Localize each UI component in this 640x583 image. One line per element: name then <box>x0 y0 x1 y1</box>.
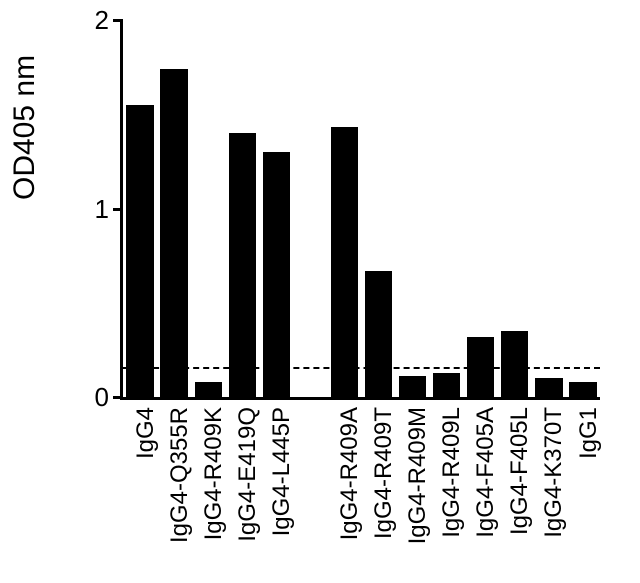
x-tick-label: IgG4-F405A <box>472 407 500 538</box>
y-tick-label: 2 <box>95 5 109 36</box>
x-tick-label: IgG4-K370T <box>540 407 568 538</box>
y-tick-mark <box>113 396 123 399</box>
bar <box>399 376 426 397</box>
bar <box>467 337 494 397</box>
x-tick-label: IgG4-R409M <box>404 407 432 544</box>
y-tick-mark <box>113 208 123 211</box>
y-tick-mark <box>113 19 123 22</box>
bar <box>160 69 187 397</box>
reference-line <box>123 367 600 369</box>
y-tick-label: 0 <box>95 382 109 413</box>
bar <box>535 378 562 397</box>
x-tick-label: IgG4-R409A <box>336 407 364 540</box>
x-tick-label: IgG4 <box>132 407 160 459</box>
plot-area: 012IgG4IgG4-Q355RIgG4-R409KIgG4-E419QIgG… <box>120 20 600 400</box>
y-axis-label: OD405 nm <box>8 55 42 200</box>
bar <box>229 133 256 397</box>
x-tick-label: IgG4-Q355R <box>166 407 194 543</box>
x-tick-label: IgG4-L445P <box>268 407 296 536</box>
y-tick-label: 1 <box>95 194 109 225</box>
x-tick-label: IgG4-R409K <box>200 407 228 540</box>
bar <box>433 373 460 398</box>
x-tick-label: IgG4-E419Q <box>234 407 262 542</box>
bar <box>263 152 290 397</box>
bar <box>501 331 528 397</box>
bar <box>126 105 153 397</box>
x-tick-label: IgG4-F405L <box>506 407 534 535</box>
bar <box>365 271 392 397</box>
chart-container: OD405 nm 012IgG4IgG4-Q355RIgG4-R409KIgG4… <box>0 0 640 583</box>
bar <box>331 127 358 397</box>
x-tick-label: IgG4-R409L <box>438 407 466 538</box>
x-tick-label: IgG1 <box>575 407 603 459</box>
bar <box>569 382 596 397</box>
x-tick-label: IgG4-R409T <box>370 407 398 539</box>
bar <box>195 382 222 397</box>
